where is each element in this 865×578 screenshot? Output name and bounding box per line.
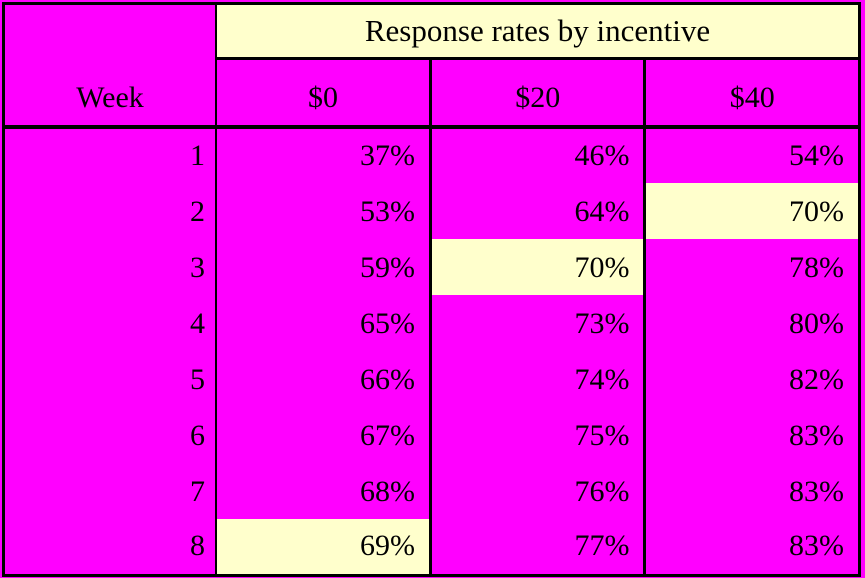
week-column-header: Week: [3, 3, 216, 129]
table-row: 3 59% 70% 78%: [4, 239, 860, 295]
rate-cell: 54%: [643, 127, 860, 183]
table-row: 4 65% 73% 80%: [4, 295, 860, 351]
week-cell: 7: [189, 474, 205, 508]
table-row: 5 66% 74% 82%: [4, 351, 860, 407]
incentive-header-20: $20: [428, 58, 645, 129]
rate-cell: 83%: [643, 463, 860, 519]
rate-cell: 68%: [214, 463, 431, 519]
incentive-header-0: $0: [214, 58, 431, 129]
incentive-header-row: $0 $20 $40: [4, 58, 860, 129]
week-cell: 2: [189, 194, 205, 228]
rate-cell: 73%: [428, 295, 645, 351]
rate-cell-highlighted: 69%: [214, 519, 431, 575]
rate-cell: 83%: [643, 519, 860, 575]
rate-cell: 82%: [643, 351, 860, 407]
rate-cell: 64%: [428, 183, 645, 239]
rate-cell-highlighted: 70%: [428, 239, 645, 295]
rate-cell: 65%: [214, 295, 431, 351]
rate-cell: 66%: [214, 351, 431, 407]
week-cell: 5: [189, 362, 205, 396]
week-cell: 3: [189, 250, 205, 284]
week-cell: 6: [189, 418, 205, 452]
rate-cell: 77%: [428, 519, 645, 575]
rate-cell: 67%: [214, 407, 431, 463]
table-row: 6 67% 75% 83%: [4, 407, 860, 463]
table-row: 7 68% 76% 83%: [4, 463, 860, 519]
table-row: 1 37% 46% 54%: [4, 127, 860, 183]
rate-cell: 80%: [643, 295, 860, 351]
rate-cell: 74%: [428, 351, 645, 407]
rate-cell: 59%: [214, 239, 431, 295]
incentive-header-40: $40: [643, 58, 860, 129]
week-cell: 1: [189, 138, 205, 172]
rate-cell: 75%: [428, 407, 645, 463]
table-row: 8 69% 77% 83%: [4, 519, 860, 575]
title-row: Week Response rates by incentive: [3, 3, 860, 129]
rate-cell-highlighted: 70%: [643, 183, 860, 239]
rate-cell: 76%: [428, 463, 645, 519]
rate-cell: 78%: [643, 239, 860, 295]
table-title: Response rates by incentive: [214, 3, 860, 60]
rate-cell: 53%: [214, 183, 431, 239]
rate-cell: 46%: [428, 127, 645, 183]
week-cell: 4: [189, 306, 205, 340]
rate-cell: 37%: [214, 127, 431, 183]
rate-cell: 83%: [643, 407, 860, 463]
week-cell: 8: [189, 529, 205, 562]
table-row: 2 53% 64% 70%: [4, 183, 860, 239]
